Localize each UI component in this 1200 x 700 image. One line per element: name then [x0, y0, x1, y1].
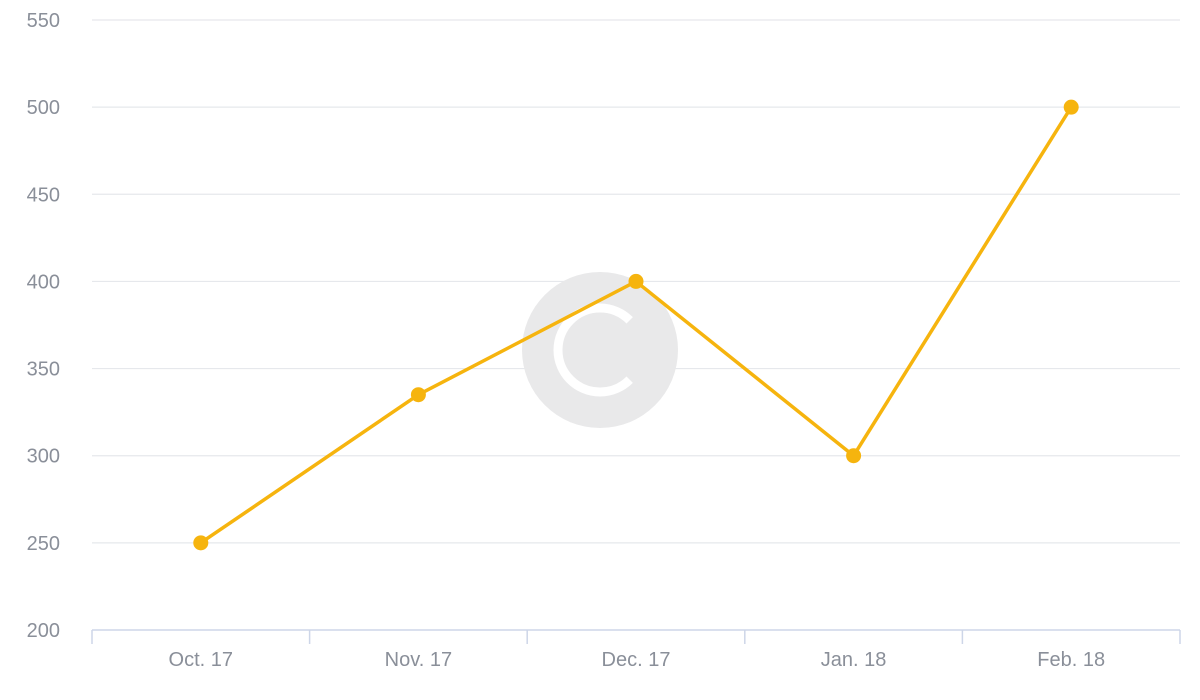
y-tick-label-450: 450 [27, 184, 60, 206]
x-tick-label-4: Feb. 18 [1037, 649, 1105, 671]
series [193, 99, 1079, 551]
y-tick-label-250: 250 [27, 533, 60, 555]
y-tick-label-400: 400 [27, 271, 60, 293]
data-point-jan-18[interactable] [846, 448, 862, 464]
copyright-watermark-icon [522, 272, 678, 428]
y-tick-label-200: 200 [27, 620, 60, 642]
y-tick-label-550: 550 [27, 10, 60, 32]
x-tick-label-3: Jan. 18 [821, 649, 887, 671]
x-axis: Oct. 17 Nov. 17 Dec. 17 Jan. 18 Feb. 18 [91, 629, 1181, 671]
data-point-oct-17[interactable] [193, 535, 209, 551]
data-point-nov-17[interactable] [410, 387, 426, 403]
y-tick-label-300: 300 [27, 446, 60, 468]
x-tick-label-2: Dec. 17 [602, 649, 671, 671]
y-axis: 200 250 300 350 400 450 500 550 [27, 10, 60, 642]
watermark-c-glyph [553, 303, 633, 397]
x-tick-label-0: Oct. 17 [169, 649, 233, 671]
watermark-circle [522, 272, 678, 428]
x-tick-label-1: Nov. 17 [385, 649, 452, 671]
data-point-feb-18[interactable] [1063, 99, 1079, 115]
data-point-dec-17[interactable] [628, 273, 644, 289]
y-tick-label-500: 500 [27, 97, 60, 119]
y-tick-label-350: 350 [27, 359, 60, 381]
